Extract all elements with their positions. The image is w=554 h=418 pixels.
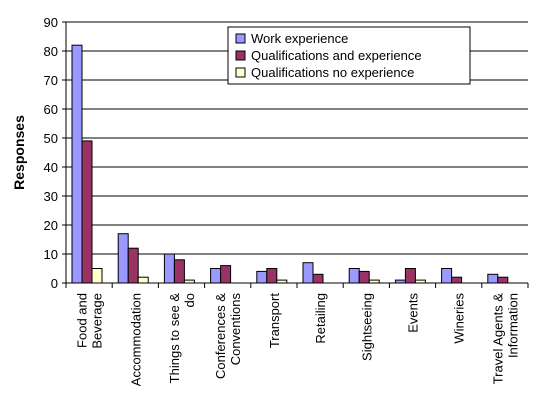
category-labels: Food and Beverage Accommodation Things to s… — [75, 293, 521, 387]
bar-2-7 — [358, 270, 370, 284]
category-label: Conferences & — [213, 293, 228, 379]
legend-swatch — [235, 50, 246, 61]
category-label: Beverage — [90, 293, 105, 349]
bar-2-9 — [451, 276, 463, 284]
legend-label: Qualifications and experience — [251, 48, 422, 63]
y-tick-label: 40 — [44, 160, 58, 175]
y-tick-label: 80 — [44, 44, 58, 59]
bar-1-7 — [348, 268, 360, 284]
legend-label: Work experience — [251, 31, 348, 46]
y-tick-label: 0 — [51, 276, 58, 291]
bar-2-6 — [312, 273, 324, 284]
y-axis-ticks: 0 10 20 30 40 50 60 70 80 90 — [44, 15, 66, 291]
bar-2-10 — [497, 276, 509, 284]
bar-2-8 — [404, 268, 416, 284]
category-label: Conventions — [228, 293, 243, 366]
bar-2-5 — [266, 268, 278, 284]
legend-box — [227, 26, 471, 85]
y-tick-label: 20 — [44, 218, 58, 233]
category-label: Food and — [75, 293, 90, 348]
bar-1-6 — [302, 262, 314, 284]
bar-2-3 — [173, 259, 185, 284]
y-tick-label: 60 — [44, 102, 58, 117]
category-label: Information — [505, 293, 520, 358]
category-label: Travel Agents & — [490, 293, 505, 385]
bar-3-1 — [91, 268, 103, 284]
bar-2-4 — [220, 265, 232, 284]
category-label: Things to see & — [167, 293, 182, 384]
bar-1-10 — [487, 273, 499, 284]
axes — [65, 22, 529, 288]
y-axis-label: Responses — [11, 115, 27, 190]
legend: Work experience Qualifications and experi… — [227, 26, 471, 85]
category-label: do — [182, 293, 197, 307]
bar-1-3 — [163, 253, 175, 284]
legend-swatch — [235, 33, 246, 44]
category-label: Sightseeing — [359, 293, 374, 361]
bar-1-2 — [117, 233, 129, 284]
category-label: Retailing — [313, 293, 328, 344]
y-tick-label: 90 — [44, 15, 58, 30]
bar-2-2 — [127, 247, 139, 284]
gridlines — [66, 21, 528, 255]
bar-2-1 — [81, 140, 93, 284]
category-label: Events — [406, 293, 421, 333]
y-tick-label: 10 — [44, 247, 58, 262]
bar-1-1 — [71, 44, 83, 284]
y-tick-label: 50 — [44, 131, 58, 146]
category-label: Transport — [267, 293, 282, 349]
bar-3-2 — [137, 276, 149, 284]
category-label: Accommodation — [128, 293, 143, 386]
y-tick-label: 70 — [44, 73, 58, 88]
legend-swatch — [235, 67, 246, 78]
legend-label: Qualifications no experience — [251, 65, 414, 80]
bar-1-9 — [441, 268, 453, 284]
bar-1-4 — [210, 268, 222, 284]
category-label: Wineries — [452, 293, 467, 344]
y-tick-label: 30 — [44, 189, 58, 204]
bar-1-5 — [256, 270, 268, 284]
